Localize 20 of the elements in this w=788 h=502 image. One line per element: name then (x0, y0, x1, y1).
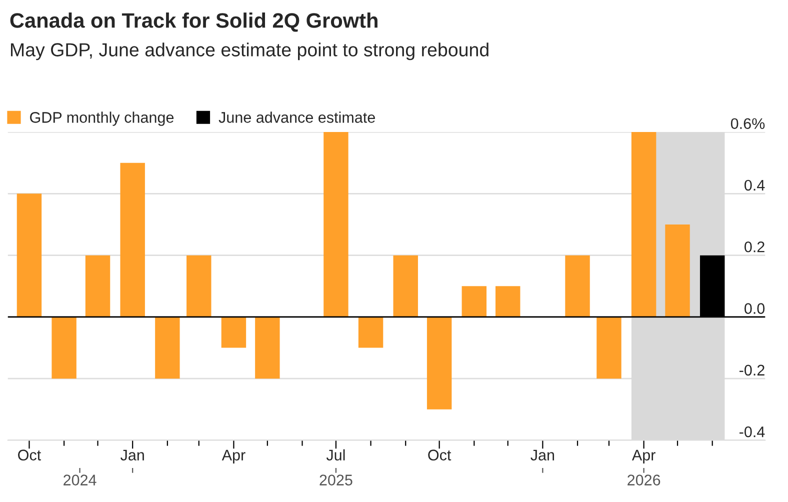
x-tick-label: Jan (530, 450, 554, 461)
y-tick-label: 0.2 (744, 241, 764, 252)
x-tick-label: Jan (120, 450, 144, 461)
y-tick-label: -0.2 (740, 364, 764, 376)
x2-tick-label: 2024 (64, 474, 96, 486)
y-tick-label: 0.4 (744, 180, 765, 191)
x-tick-label: Apr (632, 450, 656, 464)
legend-label: GDP monthly change (30, 112, 174, 126)
x-tick-label: Oct (18, 450, 41, 461)
chart-subtitle: May GDP, June advance estimate point to strong rebound (10, 42, 488, 60)
x2-tick-label: 2026 (628, 474, 660, 486)
chart-title: Canada on Track for Solid 2Q Growth (10, 12, 378, 32)
y-tick-label: 0.6% (730, 118, 765, 130)
legend-label: June advance estimate (218, 112, 375, 123)
x-tick-label: Apr (222, 450, 246, 464)
y-tick-label: 0.0 (744, 303, 765, 314)
x2-tick-label: 2025 (320, 474, 352, 486)
x-tick-label: Oct (428, 450, 452, 461)
x-tick-label: Jul (326, 449, 345, 461)
y-tick-label: -0.4 (740, 426, 765, 438)
